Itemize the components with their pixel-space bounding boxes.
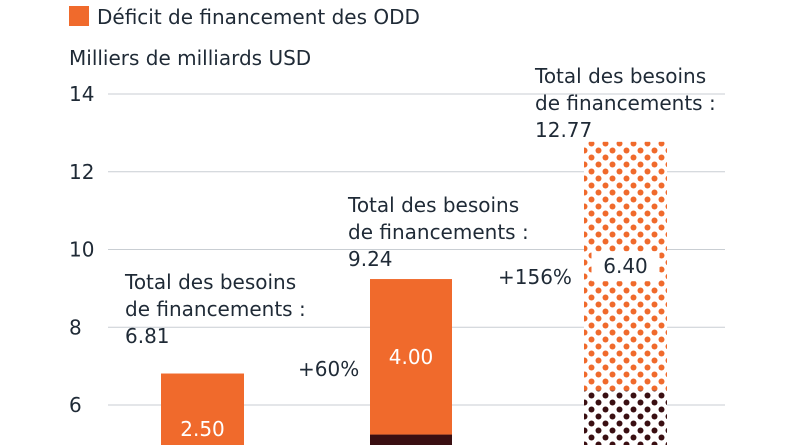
legend-swatch [69,6,89,26]
total-label-line: Total des besoins [534,64,706,88]
total-label-line: Total des besoins [347,193,519,217]
y-ticks: 6 8 10 12 14 [69,82,94,417]
total-label-line: Total des besoins [124,270,296,294]
value-label-bg [591,251,660,282]
bar-value-label: 6.40 [603,254,648,278]
y-tick-label: 14 [69,82,94,106]
y-tick-label: 10 [69,238,94,262]
y-tick-label: 6 [69,393,82,417]
y-tick-label: 8 [69,315,82,339]
total-value: 6.81 [125,324,170,348]
y-axis-label: Milliers de milliards USD [69,46,311,70]
bar-segment-other [584,390,667,445]
bar-value-label: 2.50 [180,417,225,441]
growth-label: +156% [498,265,572,289]
total-label-line: de financements : [125,297,306,321]
bar-labels: 2.50 Total des besoins de financements : 6.… [124,64,716,441]
y-tick-label: 12 [69,160,94,184]
bar-segment-gap [370,279,452,435]
total-label-line: de financements : [535,91,716,115]
total-value: 12.77 [535,118,592,142]
bar-segment-other [370,434,452,445]
total-value: 9.24 [348,247,393,271]
bar-segment-gap [161,373,244,445]
bar-value-label: 4.00 [389,345,434,369]
total-label-line: de financements : [348,220,529,244]
growth-label: +60% [298,357,359,381]
legend-label: Déficit de financement des ODD [97,5,420,29]
